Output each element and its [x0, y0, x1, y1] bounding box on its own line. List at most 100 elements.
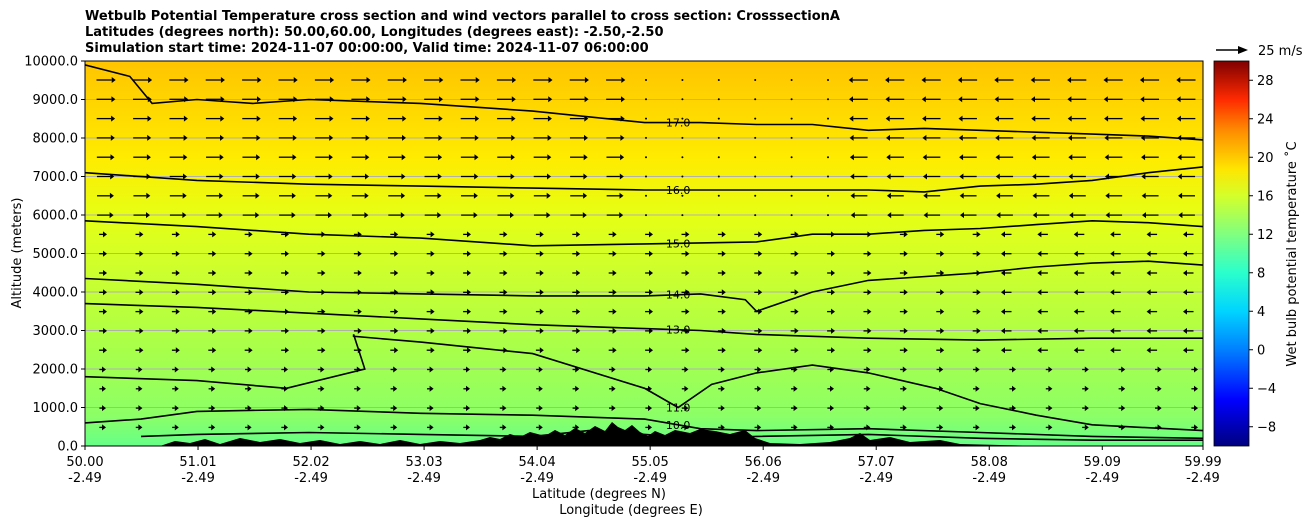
wind-vector: [863, 347, 872, 354]
wind-vector: [681, 308, 690, 315]
wind-vector: [208, 250, 217, 257]
wind-vector: [281, 327, 289, 334]
wind-vector: [1103, 96, 1123, 103]
x-tick-label-lat: 59.09: [1084, 455, 1121, 470]
wind-vector: [1118, 385, 1126, 392]
wind-vector: [1178, 212, 1195, 219]
wind-vector: [645, 136, 647, 139]
wind-vector: [718, 366, 725, 373]
wind-vector: [754, 327, 763, 334]
wind-vector: [427, 405, 434, 412]
wind-vector: [936, 366, 944, 373]
wind-vector: [244, 231, 253, 238]
wind-vector: [1146, 270, 1158, 276]
wind-vector: [717, 270, 726, 276]
wind-vector: [533, 134, 552, 141]
wind-vector: [99, 327, 107, 334]
x-tick-label-lon: -2.49: [746, 471, 780, 486]
wind-vector: [922, 154, 941, 161]
wind-vector: [754, 366, 762, 373]
wind-vector: [1045, 366, 1053, 373]
wind-vector: [317, 250, 326, 257]
x-tick-label-lon: -2.49: [520, 471, 554, 486]
wind-vector: [1104, 115, 1123, 122]
wind-vector: [1009, 424, 1016, 431]
wind-vector: [1177, 173, 1196, 180]
wind-vector: [208, 347, 217, 354]
wind-vector: [171, 231, 180, 238]
wind-vector: [317, 366, 325, 373]
wind-vector: [172, 366, 179, 373]
wind-vector: [645, 117, 647, 120]
title-line-2: Latitudes (degrees north): 50.00,60.00, …: [85, 25, 664, 40]
wind-vector: [97, 192, 114, 199]
wind-vector: [959, 192, 977, 199]
wind-vector: [317, 270, 326, 276]
wind-vector: [754, 424, 762, 431]
wind-vector: [533, 154, 552, 161]
wind-vector: [351, 173, 369, 180]
wind-vector: [1118, 366, 1126, 373]
wind-vector: [1191, 424, 1198, 431]
contour-line-13: [85, 302, 1203, 341]
wind-vector: [936, 250, 945, 257]
wind-vector: [717, 156, 720, 159]
wind-vector: [96, 115, 116, 122]
x-tick-label-lat: 52.02: [292, 455, 329, 470]
wind-vector: [1001, 308, 1012, 315]
wind-vector: [426, 270, 435, 276]
wind-vector: [99, 347, 107, 354]
wind-vector: [463, 424, 470, 431]
wind-vector: [791, 405, 798, 412]
colorbar-tick-label: 4: [1257, 305, 1265, 320]
x-axis-label-lat: Latitude (degrees N): [532, 487, 666, 502]
wind-vector: [1068, 154, 1086, 161]
wind-vector: [959, 154, 977, 161]
wind-vector: [96, 134, 115, 141]
wind-vector: [645, 79, 647, 81]
wind-vector: [208, 385, 216, 392]
wind-vector: [533, 115, 552, 122]
wind-vector: [1068, 173, 1086, 180]
wind-vector: [1082, 424, 1089, 431]
wind-vector: [921, 77, 941, 83]
wind-vector: [923, 212, 941, 219]
wind-vector: [1176, 96, 1196, 103]
wind-vector: [886, 192, 904, 199]
wind-vector: [900, 366, 907, 373]
colorbar-tick-label: 24: [1257, 112, 1274, 127]
wind-vector: [172, 424, 179, 431]
wind-vector: [499, 250, 508, 257]
wind-vector: [171, 250, 180, 257]
colorbar-tick-label: 8: [1257, 266, 1265, 281]
wind-vector: [827, 347, 835, 354]
wind-vector: [463, 308, 471, 315]
wind-vector: [1073, 270, 1085, 276]
x-tick-label-lon: -2.49: [407, 471, 441, 486]
wind-vector: [606, 173, 624, 180]
wind-vector: [169, 192, 187, 199]
wind-vector: [681, 194, 684, 197]
wind-vector: [281, 250, 289, 257]
x-tick-label-lon: -2.49: [294, 471, 328, 486]
wind-vector: [536, 366, 543, 373]
wind-vector: [315, 115, 334, 122]
wind-vector: [681, 347, 690, 354]
wind-vector: [242, 173, 260, 180]
wind-vector: [533, 212, 551, 219]
wind-vector: [900, 385, 907, 392]
wind-vectors: [96, 77, 1198, 431]
wind-vector: [608, 231, 617, 238]
wind-vector: [608, 250, 617, 257]
wind-vector: [278, 173, 297, 180]
wind-vector: [569, 96, 589, 103]
wind-vector: [570, 173, 588, 180]
wind-vector: [1141, 192, 1159, 199]
contour-line-11: [85, 334, 1203, 432]
wind-vector: [681, 98, 684, 101]
wind-vector: [460, 77, 480, 83]
wind-vector: [354, 424, 361, 431]
wind-vector: [849, 134, 868, 141]
title-line-1: Wetbulb Potential Temperature cross sect…: [85, 9, 840, 24]
wind-vector: [536, 405, 543, 412]
